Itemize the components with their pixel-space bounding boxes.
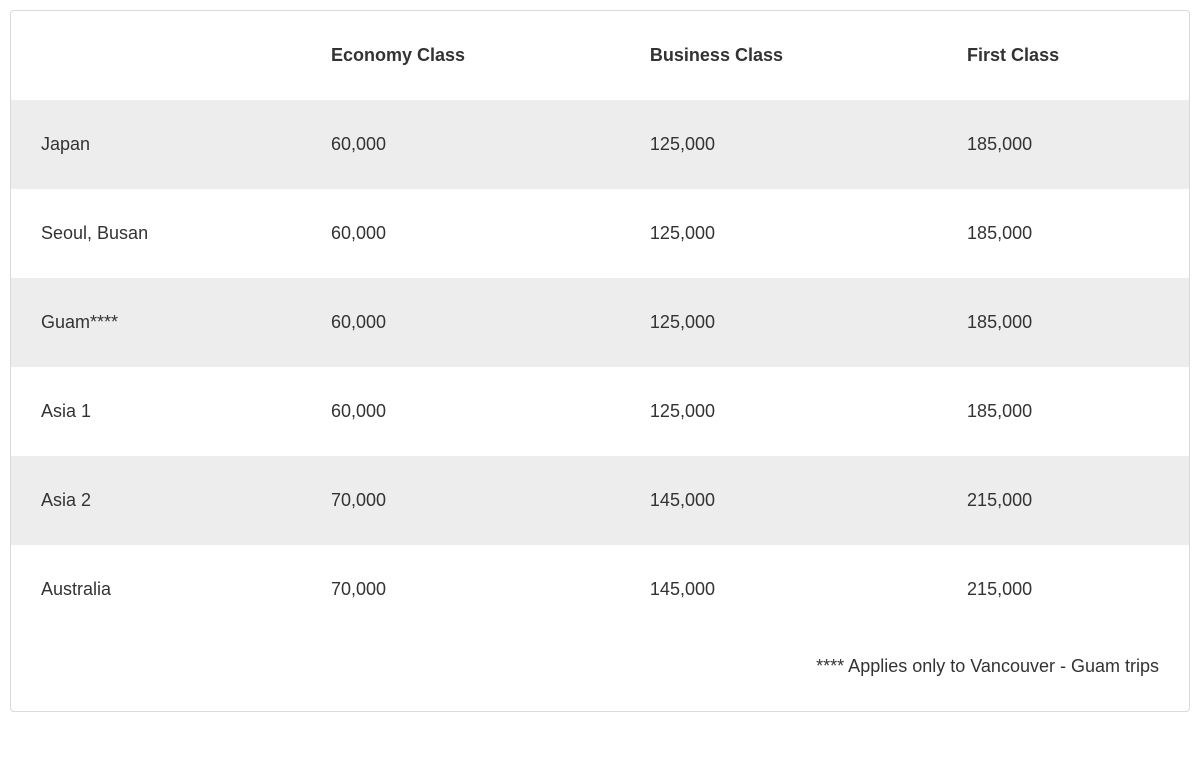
award-chart-table-container: Economy Class Business Class First Class… <box>10 10 1190 712</box>
table-body: Japan 60,000 125,000 185,000 Seoul, Busa… <box>11 100 1189 634</box>
cell-region: Japan <box>11 100 311 189</box>
col-header-business: Business Class <box>630 11 947 100</box>
cell-first: 185,000 <box>947 189 1189 278</box>
cell-business: 145,000 <box>630 456 947 545</box>
col-header-economy: Economy Class <box>311 11 630 100</box>
cell-economy: 60,000 <box>311 278 630 367</box>
cell-first: 185,000 <box>947 278 1189 367</box>
cell-business: 125,000 <box>630 367 947 456</box>
cell-first: 215,000 <box>947 545 1189 634</box>
cell-economy: 70,000 <box>311 545 630 634</box>
cell-economy: 60,000 <box>311 100 630 189</box>
table-row: Japan 60,000 125,000 185,000 <box>11 100 1189 189</box>
cell-region: Asia 2 <box>11 456 311 545</box>
cell-business: 125,000 <box>630 100 947 189</box>
table-row: Asia 1 60,000 125,000 185,000 <box>11 367 1189 456</box>
cell-economy: 70,000 <box>311 456 630 545</box>
col-header-first: First Class <box>947 11 1189 100</box>
table-row: Australia 70,000 145,000 215,000 <box>11 545 1189 634</box>
table-footnote: **** Applies only to Vancouver - Guam tr… <box>11 634 1189 711</box>
cell-business: 145,000 <box>630 545 947 634</box>
cell-region: Guam**** <box>11 278 311 367</box>
table-row: Seoul, Busan 60,000 125,000 185,000 <box>11 189 1189 278</box>
table-header: Economy Class Business Class First Class <box>11 11 1189 100</box>
cell-region: Asia 1 <box>11 367 311 456</box>
table-header-row: Economy Class Business Class First Class <box>11 11 1189 100</box>
cell-first: 215,000 <box>947 456 1189 545</box>
table-footer: **** Applies only to Vancouver - Guam tr… <box>11 634 1189 711</box>
cell-region: Australia <box>11 545 311 634</box>
cell-economy: 60,000 <box>311 189 630 278</box>
cell-economy: 60,000 <box>311 367 630 456</box>
table-footer-row: **** Applies only to Vancouver - Guam tr… <box>11 634 1189 711</box>
table-row: Asia 2 70,000 145,000 215,000 <box>11 456 1189 545</box>
cell-first: 185,000 <box>947 367 1189 456</box>
cell-business: 125,000 <box>630 278 947 367</box>
award-chart-table: Economy Class Business Class First Class… <box>11 11 1189 711</box>
col-header-region <box>11 11 311 100</box>
table-row: Guam**** 60,000 125,000 185,000 <box>11 278 1189 367</box>
cell-region: Seoul, Busan <box>11 189 311 278</box>
cell-first: 185,000 <box>947 100 1189 189</box>
cell-business: 125,000 <box>630 189 947 278</box>
